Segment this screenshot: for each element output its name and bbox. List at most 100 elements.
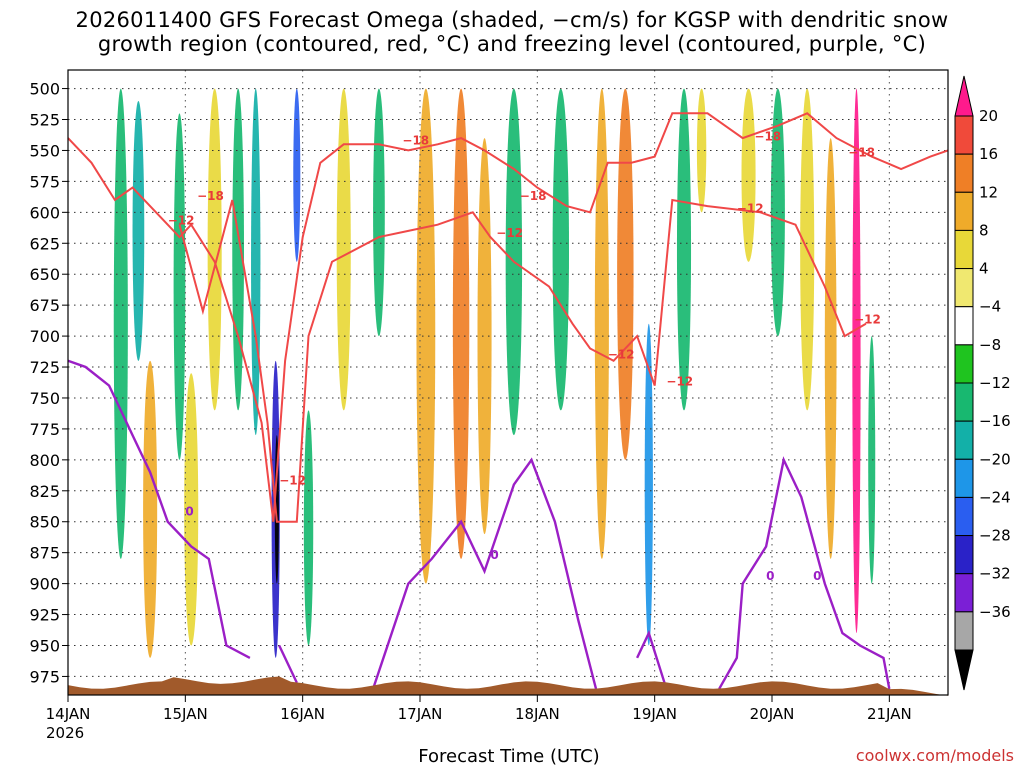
- omega-region: [113, 88, 128, 559]
- omega-region: [868, 336, 876, 584]
- x-tick-label: 16JAN: [280, 705, 325, 723]
- colorbar-segment: [954, 535, 974, 575]
- colorbar-tick-label: 8: [979, 221, 989, 239]
- dgz-contour-label: −18: [848, 146, 875, 160]
- x-tick-label: 15JAN: [163, 705, 208, 723]
- freezing-level-contour: [718, 456, 891, 690]
- omega-region: [594, 88, 609, 559]
- freezing-level-contour: [67, 359, 251, 659]
- omega-region: [824, 138, 837, 559]
- colorbar-segment: [954, 191, 974, 231]
- dgz-contour-label: −18: [402, 133, 429, 147]
- omega-region: [477, 138, 492, 535]
- colorbar-segment: [954, 573, 974, 613]
- dgz-contour-label: −18: [754, 130, 781, 144]
- dgz-contour-label: −18: [197, 189, 224, 203]
- omega-region: [184, 373, 199, 646]
- omega-region: [207, 88, 222, 411]
- y-tick-label: 800: [29, 451, 60, 470]
- colorbar-tick-label: −4: [979, 298, 1001, 316]
- x-tick-label: 14JAN: [46, 705, 91, 723]
- y-tick-label: 500: [29, 80, 60, 99]
- freezing-level-contour: [636, 629, 668, 690]
- colorbar-tick-label: −36: [979, 603, 1011, 621]
- omega-region: [552, 88, 570, 411]
- y-tick-label: 850: [29, 513, 60, 532]
- freezing-level-layer: [67, 359, 891, 690]
- colorbar-tick-label: 4: [979, 260, 989, 278]
- colorbar-segment: [954, 115, 974, 155]
- x-tick-label: 21JAN: [867, 705, 912, 723]
- colorbar-segment: [954, 458, 974, 498]
- x-axis-title: Forecast Time (UTC): [418, 746, 599, 767]
- omega-region: [617, 88, 634, 460]
- colorbar-segment: [954, 420, 974, 460]
- colorbar-segment: [954, 229, 974, 270]
- y-tick-label: 875: [29, 544, 60, 563]
- dgz-contour: [67, 112, 949, 522]
- y-tick-label: 625: [29, 234, 60, 253]
- omega-region: [336, 88, 351, 411]
- y-tick-label: 750: [29, 389, 60, 408]
- omega-region: [852, 88, 861, 634]
- colorbar-segment: [954, 306, 974, 346]
- y-tick-label: 975: [29, 667, 60, 686]
- dgz-contour-label: −12: [608, 347, 635, 361]
- y-tick-label: 600: [29, 203, 60, 222]
- dgz-contour-label: −12: [854, 313, 881, 327]
- dgz-contour-label: −12: [279, 474, 306, 488]
- colorbar-tick-label: −12: [979, 374, 1011, 392]
- credit-link[interactable]: coolwx.com/models: [856, 746, 1014, 765]
- omega-region: [373, 88, 385, 337]
- freezing-contour-label: 0: [766, 569, 774, 583]
- omega-region: [303, 410, 314, 646]
- colorbar: 20 16 12 8 4 −4 −8 −12 −16 −20 −24 −28 −32 −36: [954, 75, 1011, 691]
- y-tick-label: 675: [29, 296, 60, 315]
- y-tick-label: 825: [29, 482, 60, 501]
- colorbar-tick-label: 12: [979, 183, 998, 201]
- colorbar-tick-label: −28: [979, 527, 1011, 545]
- colorbar-cap-top: [954, 75, 974, 117]
- x-year-label: 2026: [46, 724, 84, 742]
- x-tick-label: 20JAN: [750, 705, 795, 723]
- dgz-contour-label: −12: [666, 375, 693, 389]
- dgz-contour-label: −12: [496, 226, 523, 240]
- colorbar-tick-label: 20: [979, 107, 998, 125]
- colorbar-tick-label: −16: [979, 412, 1011, 430]
- dgz-contour-label: −18: [520, 189, 547, 203]
- colorbar-tick-label: −20: [979, 450, 1011, 468]
- y-tick-label: 900: [29, 575, 60, 594]
- plot-frame: [67, 69, 949, 696]
- colorbar-tick-label: 16: [979, 145, 998, 163]
- y-tick-label: 550: [29, 141, 60, 160]
- colorbar-cap-bottom: [954, 649, 974, 691]
- y-tick-label: 925: [29, 606, 60, 625]
- terrain-layer: [68, 676, 948, 696]
- y-tick-label: 725: [29, 358, 60, 377]
- omega-region: [741, 88, 756, 262]
- omega-region: [770, 88, 785, 337]
- freezing-contour-label: 0: [490, 548, 498, 562]
- y-tick-label: 575: [29, 172, 60, 191]
- freezing-contour-label: 0: [813, 569, 821, 583]
- x-tick-label: 19JAN: [632, 705, 677, 723]
- x-axis: 14JAN 15JAN 16JAN 17JAN 18JAN 19JAN 20JAN 21JAN: [46, 695, 912, 723]
- terrain-fill: [68, 676, 948, 696]
- omega-region: [132, 100, 145, 361]
- y-tick-label: 775: [29, 420, 60, 439]
- x-tick-label: 17JAN: [398, 705, 443, 723]
- freezing-level-contour: [371, 457, 598, 690]
- colorbar-segment: [954, 344, 974, 384]
- y-axis: 500 525 550 575 600 625 650 675 700 725 750 775 800 8…: [29, 80, 68, 686]
- colorbar-segment: [954, 268, 974, 308]
- omega-region: [143, 360, 158, 658]
- omega-region: [644, 323, 653, 646]
- omega-region: [452, 88, 470, 559]
- y-tick-label: 650: [29, 265, 60, 284]
- x-tick-label: 18JAN: [515, 705, 560, 723]
- y-tick-label: 950: [29, 636, 60, 655]
- chart-title-line1: 2026011400 GFS Forecast Omega (shaded, −…: [76, 8, 949, 32]
- freezing-contour-label: 0: [185, 505, 193, 519]
- colorbar-segment: [954, 496, 974, 537]
